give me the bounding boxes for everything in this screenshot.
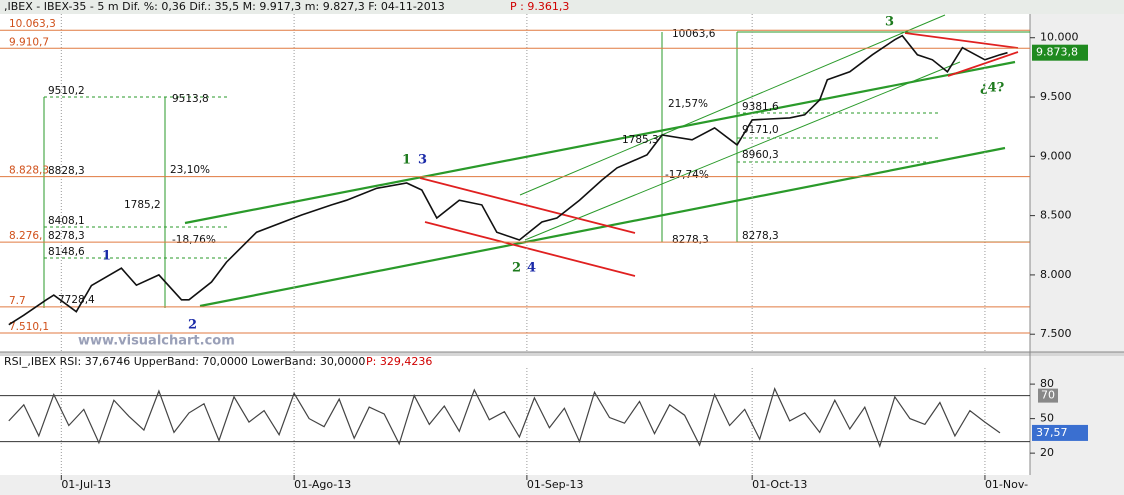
header-text: ,IBEX - IBEX-35 - 5 m Dif. %: 0,36 Dif.:… [4,0,445,13]
annotation: 23,10% [170,164,210,176]
last-value-box [1032,424,1088,441]
level-label: 9.910,7 [9,36,49,48]
annotation: 1785,2 [124,199,161,211]
wave-label: 3 [418,153,427,168]
trend-line [524,61,961,241]
level-label: 8.828,3 [9,165,49,177]
header-bar [0,0,1124,14]
header-price: P : 9.361,3 [510,0,569,13]
trend-line [184,60,1016,225]
axis-area [1030,14,1124,495]
rsi-header-price: P: 329,4236 [366,355,432,368]
trend-lines [43,14,1030,308]
x-tick-label: 01-Ago-13 [294,478,351,491]
annotation: 8278,3 [672,234,709,246]
trend-line [424,221,636,277]
annotation: 1785,3 [622,134,659,146]
wave-label: 4 [527,261,536,276]
annotation: 9510,2 [48,85,85,97]
y-tick-label: 9.500 [1040,90,1072,103]
wave-label: 1 [402,153,411,168]
trend-line [199,146,1006,308]
x-tick-label: 01-Nov- [985,478,1028,491]
level-label: 10.063,3 [9,18,56,30]
annotation: 9381,6 [742,101,779,113]
y-tick-label: 7.500 [1040,327,1072,340]
watermark: www.visualchart.com [78,334,235,349]
rsi-header: RSI_,IBEX RSI: 37,6746 UpperBand: 70,000… [4,355,365,368]
wave-label: 2 [188,318,197,333]
wave-label: 2 [512,261,521,276]
level-label: 7.510,1 [9,321,49,333]
trend-line [947,51,1019,77]
wave-label: 3 [885,15,894,30]
trend-line [419,177,636,234]
x-tick-label: 01-Oct-13 [752,478,807,491]
trend-line [519,14,946,196]
annotation: 9513,8 [172,93,209,105]
annotation: -17,74% [665,169,709,181]
annotation: -18,76% [172,234,216,246]
x-tick-label: 01-Sep-13 [527,478,584,491]
x-tick-label: 01-Jul-13 [61,478,111,491]
annotations: 9510,2 9513,8 23,10% 1785,2 8408,1 8278,… [48,28,779,306]
annotation: 8408,1 [48,215,85,227]
series-line [8,34,1008,326]
level-label: 7.7 [9,295,26,307]
annotation: 8148,6 [48,246,85,258]
y-tick-label: 10.000 [1040,31,1079,44]
y-tick-label: 80 [1040,377,1054,390]
panel-separator [0,352,1124,356]
annotation: 9171,0 [742,124,779,136]
annotation: 10063,6 [672,28,716,40]
band-label: 70 [1041,389,1055,402]
date-axis-area [0,475,1124,495]
y-tick-label: 50 [1040,412,1054,425]
band-box [1038,388,1058,403]
y-tick-label: 9.000 [1040,149,1072,162]
y-tick-label: 8.500 [1040,209,1072,222]
annotation: 8278,3 [48,230,85,242]
annotation: 21,57% [668,98,708,110]
annotation: 7728,4 [58,294,95,306]
trend-line [904,32,1019,49]
last-value-box [1032,44,1088,61]
y-tick-label: 20 [1040,446,1054,459]
last-value-label: 37,57 [1036,426,1068,439]
wave-label: 1 [102,249,111,264]
y-tick-label: 8.000 [1040,268,1072,281]
series-line [8,387,1001,449]
annotation: 8960,3 [742,149,779,161]
annotation: 8278,3 [742,230,779,242]
annotation: 8828,3 [48,165,85,177]
wave-label: ¿4? [980,81,1005,96]
last-value-label: 9.873,8 [1036,46,1078,59]
level-label: 8.276, [9,230,42,242]
